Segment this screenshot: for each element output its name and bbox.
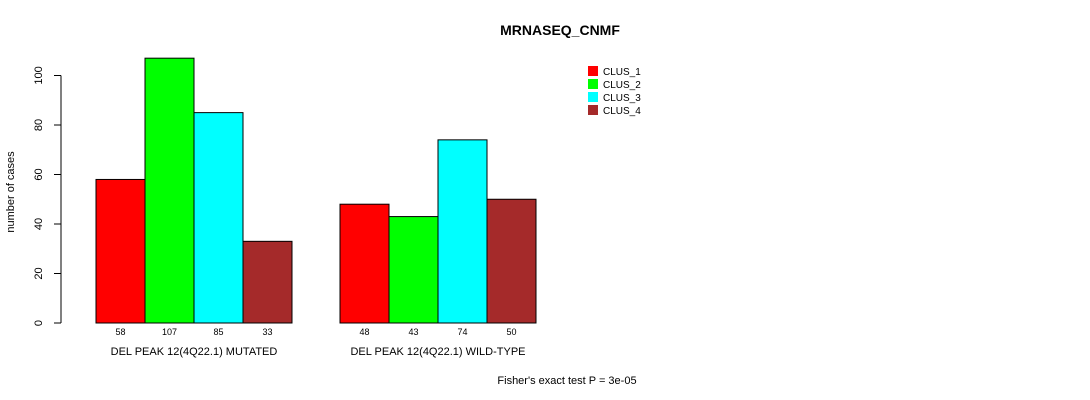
legend-label: CLUS_3 [603,93,641,104]
bar [95,178,146,324]
group-label: DEL PEAK 12(4Q22.1) MUTATED [111,346,278,358]
footnote: Fisher's exact test P = 3e-05 [497,375,636,387]
bar [242,240,293,324]
legend-swatch [588,92,598,102]
legend-swatch [588,66,598,76]
y-axis-label: number of cases [5,151,17,233]
bar [388,216,439,324]
bar-count-label: 107 [162,327,177,337]
legend-swatch [588,79,598,89]
bar [193,112,244,324]
y-tick-label: 60 [33,168,45,180]
y-tick-label: 80 [33,119,45,131]
legend-label: CLUS_1 [603,67,641,78]
group-labels: DEL PEAK 12(4Q22.1) MUTATED DEL PEAK 12(4… [111,346,526,358]
bar-count-label: 74 [457,327,467,337]
bar-count-label: 48 [359,327,369,337]
bar [339,203,390,324]
y-tick-label: 20 [33,267,45,279]
bars [95,57,537,324]
bar [437,139,488,324]
bar-count-label: 58 [115,327,125,337]
count-labels: 58 107 85 33 48 43 74 50 [115,327,516,337]
y-tick-label: 100 [33,66,45,84]
bar [144,57,195,324]
group-label: DEL PEAK 12(4Q22.1) WILD-TYPE [350,346,525,358]
legend-swatch [588,105,598,115]
y-axis: 0 20 40 60 80 100 [33,66,62,326]
legend: CLUS_1 CLUS_2 CLUS_3 CLUS_4 [588,66,641,117]
chart-title: MRNASEQ_CNMF [500,22,620,38]
bar-count-label: 33 [262,327,272,337]
legend-label: CLUS_2 [603,80,641,91]
y-tick-label: 40 [33,218,45,230]
bar-count-label: 43 [408,327,418,337]
y-tick-label: 0 [33,320,45,326]
legend-label: CLUS_4 [603,106,641,117]
bar-count-label: 50 [506,327,516,337]
bar [486,198,537,324]
bar-count-label: 85 [213,327,223,337]
